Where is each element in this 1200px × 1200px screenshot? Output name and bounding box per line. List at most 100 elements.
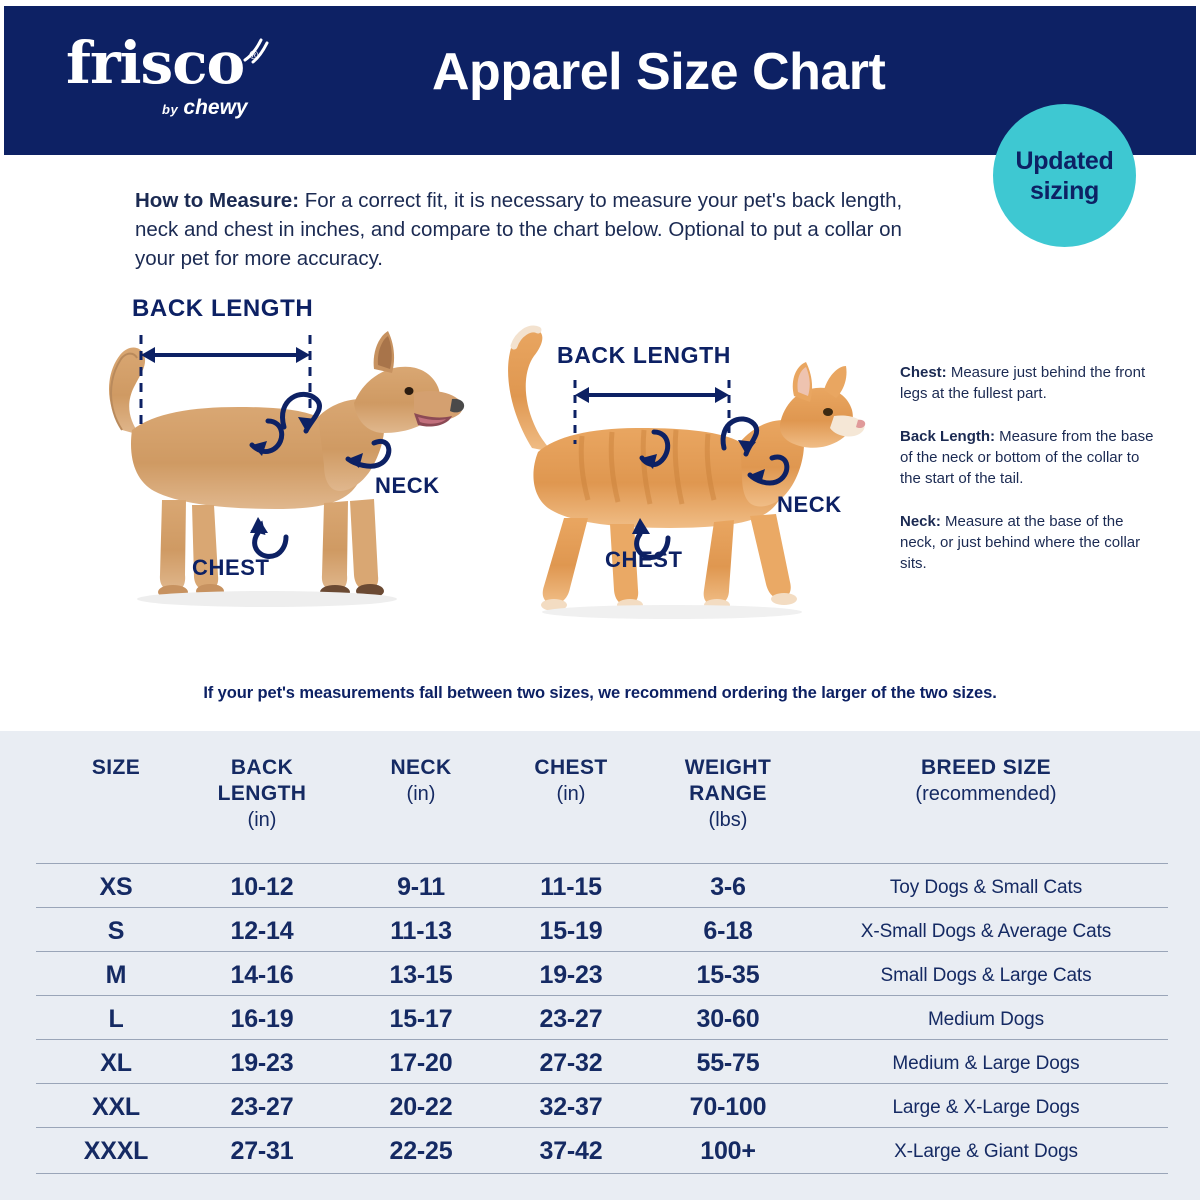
dog-drawing (109, 331, 465, 607)
cell-chest: 15-19 (539, 917, 603, 945)
column-header-breed-text: BREED SIZE (920, 756, 1052, 779)
column-header-neck-text: NECK (390, 756, 452, 779)
cell-size: S (107, 917, 125, 945)
cell-neck: 22-25 (389, 1137, 453, 1165)
logo-by-chewy: by chewy (162, 96, 316, 120)
sizing-note: If your pet's measurements fall between … (203, 684, 997, 702)
cell-size: XXXL (83, 1137, 149, 1165)
column-header-back-length-unit: (in) (247, 809, 277, 831)
cell-breed: Medium Dogs (927, 1009, 1045, 1030)
definition-neck: Neck: Measure at the base of the neck, o… (900, 511, 1162, 574)
swoosh-icon (243, 38, 269, 64)
row-separator (36, 995, 1168, 996)
table-row: L 16-19 15-17 23-27 30-60 Medium Dogs (0, 995, 1200, 1039)
cat-neck-label: NECK (777, 492, 842, 517)
how-to-measure-paragraph: How to Measure: For a correct fit, it is… (135, 186, 945, 273)
frisco-logo[interactable]: frisco ® by chewy (66, 32, 316, 137)
column-header-weight-range: WEIGHT RANGE (lbs) (685, 755, 771, 833)
table-row: XXXL 27-31 22-25 37-42 100+ X-Large & Gi… (0, 1127, 1200, 1171)
cell-back-length: 19-23 (230, 1049, 294, 1077)
dog-back-length-label: BACK LENGTH (132, 295, 314, 322)
logo-wordmark: frisco ® (66, 32, 269, 94)
cell-size: M (105, 961, 127, 989)
cell-back-length: 23-27 (230, 1093, 294, 1121)
table-row: XS 10-12 9-11 11-15 3-6 Toy Dogs & Small… (0, 863, 1200, 907)
dog-neck-label: NECK (375, 473, 440, 498)
row-separator (36, 863, 1168, 864)
cell-breed: Toy Dogs & Small Cats (889, 877, 1083, 898)
column-header-breed-unit: (recommended) (915, 783, 1057, 805)
cell-chest: 32-37 (539, 1093, 603, 1121)
column-header-weight-line2: RANGE (689, 782, 767, 805)
row-separator (36, 1127, 1168, 1128)
cell-breed: X-Large & Giant Dogs (894, 1141, 1078, 1162)
row-separator (36, 907, 1168, 908)
cell-chest: 19-23 (539, 961, 603, 989)
column-header-back-length-line1: BACK (230, 756, 294, 779)
definition-chest-term: Chest: (900, 364, 947, 381)
page-title: Apparel Size Chart (432, 43, 886, 101)
cell-chest: 37-42 (539, 1137, 603, 1165)
cell-weight: 30-60 (696, 1005, 760, 1033)
cell-breed: Small Dogs & Large Cats (880, 965, 1092, 986)
cat-drawing (508, 325, 866, 619)
column-header-chest: CHEST (in) (534, 755, 607, 807)
cell-back-length: 27-31 (230, 1137, 294, 1165)
cell-chest: 23-27 (539, 1005, 603, 1033)
cell-back-length: 14-16 (230, 961, 294, 989)
cell-neck: 20-22 (389, 1093, 453, 1121)
measurement-definitions: Chest: Measure just behind the front leg… (900, 362, 1162, 574)
definition-chest: Chest: Measure just behind the front leg… (900, 362, 1162, 404)
cell-weight: 55-75 (696, 1049, 760, 1077)
cat-chest-label: CHEST (605, 547, 683, 572)
cell-size: XXL (91, 1093, 141, 1121)
cell-back-length: 16-19 (230, 1005, 294, 1033)
table-row: XXL 23-27 20-22 32-37 70-100 Large & X-L… (0, 1083, 1200, 1127)
column-header-neck-unit: (in) (406, 783, 436, 805)
column-header-weight-line1: WEIGHT (684, 756, 772, 779)
cell-neck: 15-17 (389, 1005, 453, 1033)
definition-neck-term: Neck: (900, 513, 941, 530)
column-header-breed-size: BREED SIZE (recommended) (915, 755, 1056, 807)
row-separator (36, 1173, 1168, 1174)
cell-breed: Medium & Large Dogs (892, 1053, 1080, 1074)
cell-breed: X-Small Dogs & Average Cats (860, 921, 1112, 942)
page-header: frisco ® by chewy Apparel Size Chart (4, 6, 1196, 155)
column-header-back-length: BACK LENGTH (in) (218, 755, 307, 833)
logo-chewy-text: chewy (183, 96, 248, 119)
cat-back-length-label: BACK LENGTH (557, 342, 731, 368)
how-to-measure-label: How to Measure: (135, 189, 300, 212)
cell-chest: 27-32 (539, 1049, 603, 1077)
how-to-measure-body: For a correct fit, it is necessary to me… (135, 189, 903, 270)
cell-size: XS (99, 873, 133, 901)
column-header-chest-unit: (in) (556, 783, 586, 805)
column-header-back-length-line2: LENGTH (217, 782, 307, 805)
updated-sizing-badge: Updated sizing (993, 104, 1136, 247)
row-separator (36, 1039, 1168, 1040)
column-header-chest-text: CHEST (534, 756, 608, 779)
badge-line-2: sizing (1029, 176, 1100, 205)
cell-size: XL (100, 1049, 132, 1077)
table-row: S 12-14 11-13 15-19 6-18 X-Small Dogs & … (0, 907, 1200, 951)
cell-weight: 100+ (700, 1137, 756, 1165)
dog-illustration: BACK LENGTH NECK CHEST (62, 295, 482, 620)
row-separator (36, 951, 1168, 952)
definition-back-length-term: Back Length: (900, 428, 996, 445)
registered-trademark-icon: ® (249, 48, 258, 62)
badge-line-1: Updated (1015, 146, 1114, 175)
table-row: XL 19-23 17-20 27-32 55-75 Medium & Larg… (0, 1039, 1200, 1083)
definition-back-length-text: Measure from the base of the neck or bot… (900, 428, 1154, 487)
cell-weight: 70-100 (689, 1093, 767, 1121)
table-header-row: SIZE BACK LENGTH (in) NECK (in) CHEST (i… (0, 731, 1200, 860)
cell-neck: 11-13 (390, 917, 452, 945)
cell-weight: 15-35 (696, 961, 760, 989)
column-header-weight-unit: (lbs) (708, 809, 748, 831)
definition-chest-text: Measure just behind the front legs at th… (900, 364, 1146, 402)
cell-weight: 6-18 (703, 917, 753, 945)
cell-weight: 3-6 (710, 873, 746, 901)
cell-breed: Large & X-Large Dogs (892, 1097, 1080, 1118)
column-header-neck: NECK (in) (390, 755, 451, 807)
logo-by-text: by (162, 102, 179, 117)
definition-back-length: Back Length: Measure from the base of th… (900, 426, 1162, 489)
